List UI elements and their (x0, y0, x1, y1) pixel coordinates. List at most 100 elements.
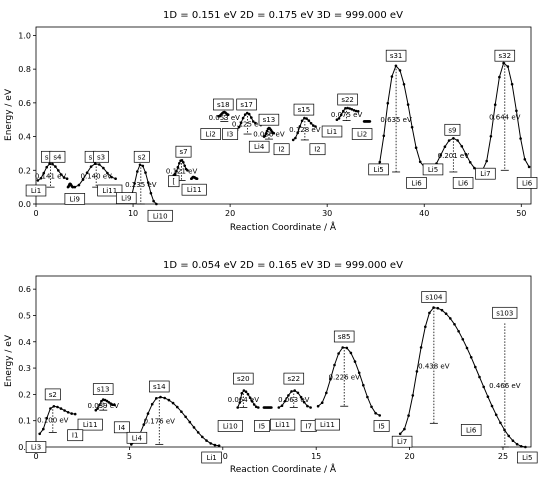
energy-point (42, 171, 46, 175)
energy-point (243, 113, 247, 116)
chart-marks: 0 5 10 15 20 25 0.0 0.1 0.2 0.3 0.4 0.5 0.6 0.100 eV 0… (18, 285, 538, 464)
energy-point (449, 317, 452, 320)
state-label-box (337, 93, 358, 106)
energy-point (283, 399, 287, 403)
barrier-label: 0.140 eV (80, 172, 112, 180)
state-label-text: s9 (448, 126, 456, 134)
energy-point (511, 439, 515, 443)
barrier-label: 0.235 eV (125, 181, 157, 189)
energy-point (524, 445, 527, 449)
state-label: s2 (44, 388, 61, 401)
y-tick-label: 0.4 (18, 338, 31, 347)
energy-point (71, 185, 75, 189)
state-label-text: Li7 (480, 170, 490, 178)
energy-point (443, 145, 447, 148)
energy-point (353, 360, 357, 363)
energy-point (349, 351, 353, 355)
energy-curve (131, 396, 220, 447)
state-label-box (217, 420, 243, 432)
state-label: s17 (236, 98, 257, 111)
energy-point (474, 365, 477, 369)
energy-point (314, 125, 317, 128)
energy-point (486, 395, 490, 399)
energy-point (65, 177, 69, 180)
energy-point (141, 164, 145, 168)
state-label: I2 (309, 143, 326, 156)
state-label: Li11 (314, 418, 340, 431)
state-label: s31 (385, 49, 407, 62)
energy-point (209, 442, 212, 445)
state-label-text: s32 (499, 52, 512, 60)
state-label: Li7 (391, 435, 413, 448)
energy-point (460, 145, 464, 148)
energy-point (176, 165, 180, 169)
plot-frame (35, 275, 532, 448)
energy-point (254, 405, 258, 409)
state-label-box (236, 98, 257, 111)
energy-point (54, 165, 57, 168)
state-label: s2 (133, 150, 150, 163)
state-label: Li11 (181, 183, 207, 196)
barrier-label: 0.066 eV (253, 131, 285, 139)
state-label-box (222, 128, 239, 140)
state-label-text: Li11 (102, 187, 117, 195)
state-label: s85 (333, 330, 355, 343)
state-label-text: s7 (179, 148, 187, 156)
energy-point (378, 160, 382, 164)
state-label-text: s3 (97, 153, 105, 161)
energy-point (247, 112, 251, 116)
state-label-box (321, 125, 343, 138)
energy-point (428, 311, 431, 315)
energy-point (182, 161, 185, 164)
state-label-box (97, 184, 123, 197)
state-label-text: Li4 (254, 143, 265, 151)
energy-point (250, 400, 254, 403)
energy-point (447, 139, 451, 142)
energy-point (345, 346, 349, 350)
energy-point (100, 399, 103, 403)
state-label-text: Li5 (522, 454, 532, 462)
y-tick-label: 0.0 (18, 200, 31, 209)
energy-point (411, 394, 415, 397)
state-label: s9 (444, 123, 461, 136)
energy-point (149, 191, 153, 195)
state-label-text: I5 (378, 423, 385, 431)
energy-point (402, 83, 406, 86)
energy-point (453, 323, 456, 326)
barrier-label: 0.075 eV (331, 111, 363, 119)
state-label-box (373, 420, 390, 432)
state-label-text: Li6 (458, 179, 469, 187)
state-label-text: s104 (425, 294, 443, 302)
energy-point (107, 401, 111, 404)
state-label: Li2 (200, 128, 221, 140)
energy-point (155, 397, 158, 400)
state-label-text: Li11 (320, 421, 335, 429)
state-label: [ (168, 175, 180, 188)
barrier-label: 0.064 eV (228, 396, 260, 404)
x-tick-label: 25 (498, 452, 508, 461)
state-label-box (258, 113, 280, 126)
state-label-box (391, 435, 413, 448)
x-tick-label: 10 (218, 452, 228, 461)
state-label: Li7 (475, 167, 496, 180)
energy-point (248, 396, 252, 400)
state-label-text: Li9 (121, 195, 131, 203)
energy-point (130, 443, 133, 446)
energy-point (244, 390, 248, 394)
energy-point (56, 405, 59, 409)
energy-point (73, 412, 77, 416)
energy-point (478, 375, 481, 379)
state-label-text: Li5 (428, 166, 438, 174)
state-label: Li9 (64, 193, 86, 205)
energy-point (201, 435, 204, 439)
chart-bottom: 1D = 0.054 eV 2D = 0.165 eV 3D = 999.000… (4, 260, 538, 475)
state-label: s104 (421, 291, 447, 303)
state-label-box (516, 177, 538, 189)
state-label-box (314, 418, 340, 431)
energy-curve (482, 62, 530, 171)
state-label-text: s22 (341, 96, 354, 104)
energy-point (306, 404, 309, 408)
state-label-text: Li7 (397, 438, 407, 446)
energy-point (236, 406, 239, 409)
state-label-text: I2 (278, 146, 285, 154)
